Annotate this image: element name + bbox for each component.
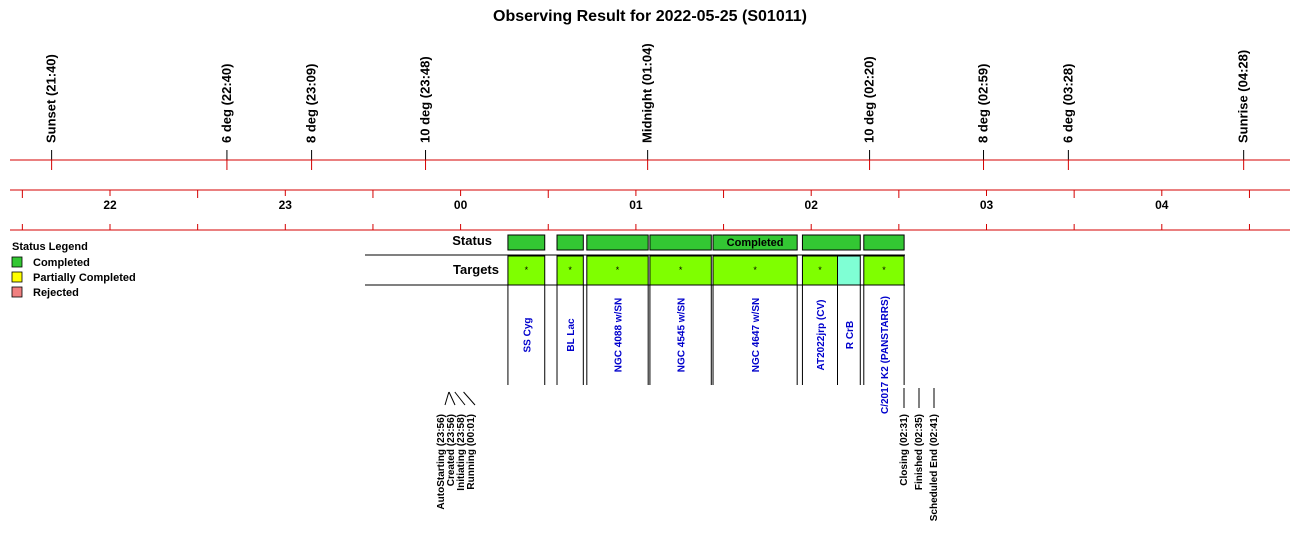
- hour-tick-label: 03: [980, 198, 994, 212]
- target-block: [712, 255, 798, 286]
- target-block-mark: *: [818, 265, 822, 275]
- event-leader-line: [448, 391, 456, 406]
- legend-label: Completed: [33, 257, 90, 269]
- elevation-marker-label: 8 deg (02:59): [976, 64, 991, 143]
- elevation-marker-label: Sunrise (04:28): [1236, 50, 1251, 143]
- target-block: [649, 255, 712, 286]
- elevation-marker-label: 10 deg (23:48): [418, 56, 433, 143]
- hour-tick-label: 00: [454, 198, 468, 212]
- target-name-label: C/2017 K2 (PANSTARRS): [880, 296, 891, 414]
- elevation-markers: Sunset (21:40) 6 deg (22:40) 8 deg (23:09)…: [44, 43, 1251, 170]
- target-name-label: BL Lac: [566, 318, 577, 352]
- status-block: [556, 234, 584, 251]
- target-block-mark: *: [525, 265, 529, 275]
- event-label: Closing (02:31): [899, 414, 910, 486]
- elevation-marker-label: 6 deg (22:40): [219, 64, 234, 143]
- targets-row-header: Targets: [453, 262, 499, 277]
- status-block: [586, 234, 649, 251]
- target-name-label: NGC 4088 w/SN: [613, 298, 624, 372]
- hour-tick-label: 22: [103, 198, 117, 212]
- target-block-mark: *: [616, 265, 620, 275]
- chart-title: Observing Result for 2022-05-25 (S01011): [493, 8, 807, 25]
- target-block: [586, 255, 649, 286]
- event-label: Initiating (23:58): [456, 414, 467, 491]
- legend-label: Rejected: [33, 287, 79, 299]
- hour-tick-label: 01: [629, 198, 643, 212]
- event-label: Finished (02:35): [914, 414, 925, 490]
- target-block: [507, 255, 546, 286]
- target-name-label: NGC 4545 w/SN: [677, 298, 688, 372]
- elevation-marker-label: Sunset (21:40): [44, 54, 59, 143]
- legend-swatch: [11, 286, 23, 298]
- event-label: Created (23:56): [446, 414, 457, 486]
- target-block-mark: *: [882, 265, 886, 275]
- event-label: Running (00:01): [466, 414, 477, 490]
- event-leader-line: [444, 391, 450, 406]
- event-leader-line: [454, 391, 466, 406]
- target-blocks: * SS Cyg * BL Lac * NGC 4088 w/SN * NGC 4545 w/…: [507, 255, 905, 414]
- event-label: Scheduled End (02:41): [929, 414, 940, 521]
- status-block: [801, 234, 861, 251]
- target-block: [836, 255, 861, 286]
- hour-tick-label: 02: [805, 198, 819, 212]
- event-leader-line: [463, 391, 476, 406]
- target-block: [556, 255, 584, 286]
- legend-title: Status Legend: [12, 241, 88, 253]
- event-markers: Monitoring (21:14)AutoStarting (23:56)Cr…: [436, 388, 940, 521]
- target-block: [863, 255, 905, 286]
- status-legend: Status Legend Completed Partially Complet…: [11, 241, 136, 299]
- legend-swatch: [11, 256, 23, 268]
- event-label: AutoStarting (23:56): [436, 414, 447, 510]
- time-axis: 22 23 00 01 02 03 04: [10, 159, 1290, 231]
- target-name-label: AT2022jrp (CV): [816, 300, 827, 371]
- status-block: [863, 234, 905, 251]
- legend-label: Partially Completed: [33, 272, 136, 284]
- status-block: [712, 234, 798, 251]
- target-name-label: NGC 4647 w/SN: [751, 298, 762, 372]
- elevation-marker-label: 6 deg (03:28): [1060, 64, 1075, 143]
- elevation-marker-label: Midnight (01:04): [640, 43, 655, 143]
- elevation-marker-label: 8 deg (23:09): [304, 64, 319, 143]
- hour-tick-label: 04: [1155, 198, 1169, 212]
- status-row-header: Status: [452, 233, 492, 248]
- elevation-marker-label: 10 deg (02:20): [862, 56, 877, 143]
- status-blocks: Completed: [365, 234, 905, 286]
- target-name-label: R CrB: [845, 321, 856, 349]
- status-block: [507, 234, 546, 251]
- target-name-label: SS Cyg: [522, 317, 533, 352]
- legend-swatch: [11, 271, 23, 283]
- target-block-mark: *: [568, 265, 572, 275]
- status-block-label: Completed: [727, 237, 784, 249]
- hour-tick-label: 23: [279, 198, 293, 212]
- target-block-mark: *: [753, 265, 757, 275]
- status-block: [649, 234, 712, 251]
- target-block-mark: *: [679, 265, 683, 275]
